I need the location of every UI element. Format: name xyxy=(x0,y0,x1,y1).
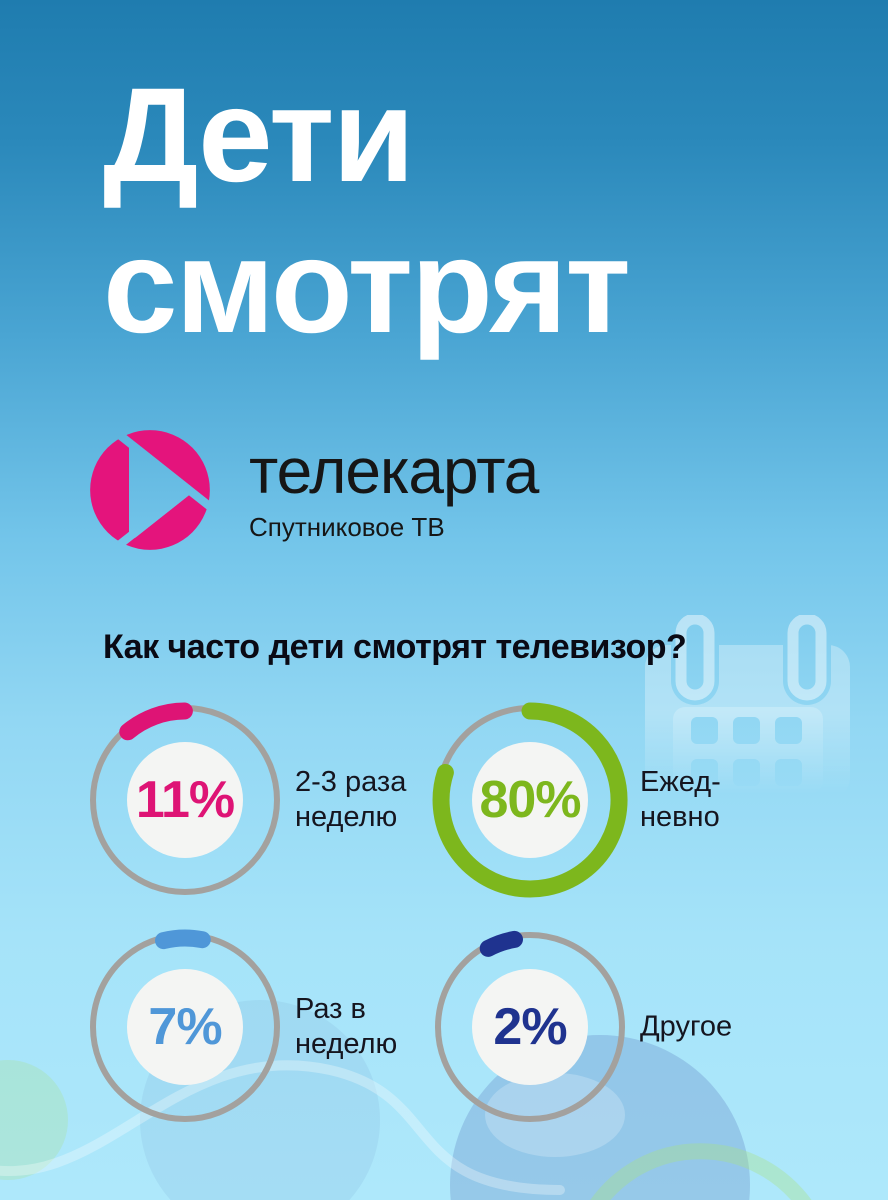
donut-ring-svg xyxy=(90,929,280,1122)
calendar-icon xyxy=(645,615,850,800)
donut-ring xyxy=(87,702,283,898)
donut-label: Другое xyxy=(640,1010,733,1043)
page-title: Дети смотрят xyxy=(103,60,631,363)
donut-2-3-times-week: 11% 2-3 раза неделю xyxy=(87,702,517,898)
donut-label: Раз в неделю xyxy=(295,993,398,1060)
title-line-2: смотрят xyxy=(103,212,631,362)
donut-value: 7% xyxy=(148,998,222,1056)
donut-ring-svg xyxy=(432,702,628,898)
play-circle-icon xyxy=(90,430,210,550)
donut-label: 2-3 раза неделю xyxy=(295,766,407,833)
section-question: Как часто дети смотрят телевизор? xyxy=(103,628,687,666)
logo-text: телекарта Спутниковое ТВ xyxy=(249,427,539,543)
telekarta-logo: телекарта Спутниковое ТВ xyxy=(87,427,539,553)
title-line-1: Дети xyxy=(103,61,415,210)
logo-tagline: Спутниковое ТВ xyxy=(249,512,445,542)
donut-ring xyxy=(432,929,628,1125)
donut-value: 2% xyxy=(493,998,567,1056)
donut-ring xyxy=(87,929,283,1125)
donut-daily: 80% Ежед-невно xyxy=(432,702,862,898)
donut-value: 80% xyxy=(479,771,581,829)
logo-wordmark: телекарта xyxy=(249,435,539,507)
donut-once-a-week: 7% Раз в неделю xyxy=(87,929,517,1125)
donut-other: 2% Другое xyxy=(432,929,862,1125)
donut-ring-svg xyxy=(90,702,280,895)
donut-value: 11% xyxy=(135,771,235,829)
donut-label: Ежед-невно xyxy=(640,766,721,833)
donut-ring xyxy=(432,702,628,898)
donut-ring-svg xyxy=(435,930,625,1122)
